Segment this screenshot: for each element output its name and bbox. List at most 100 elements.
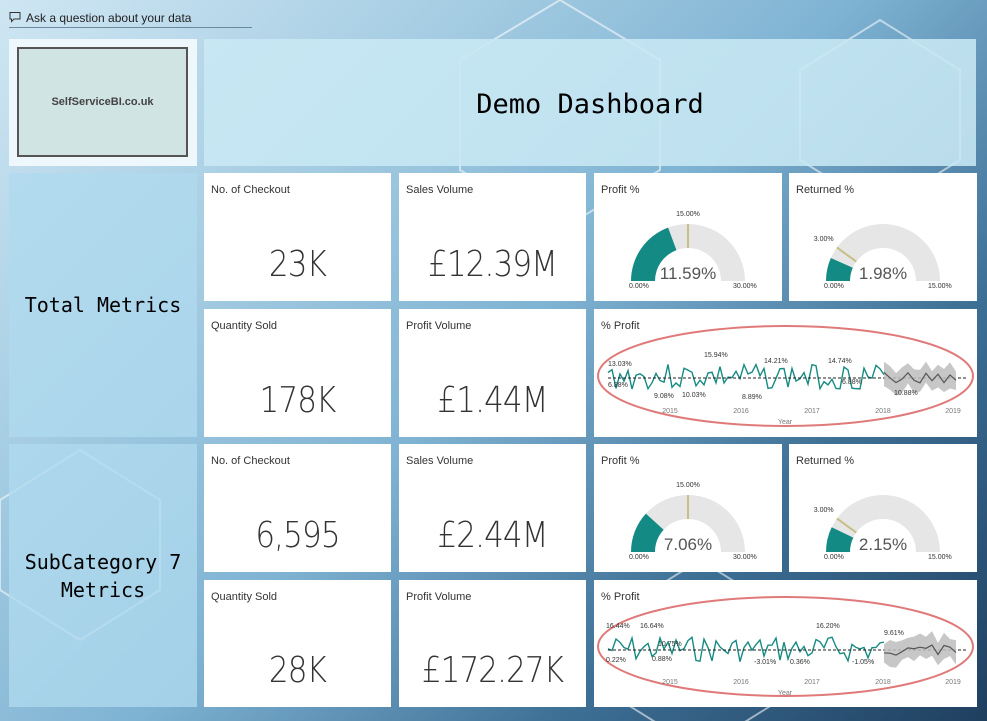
forecast-line bbox=[883, 371, 957, 384]
trend-svg: 16.44% 0.22% 16.64% 0.88% 10.75% -3.01% 0.36% 1… bbox=[597, 596, 974, 697]
row-label-subcategory-7-metrics: SubCategory 7 Metrics bbox=[9, 444, 197, 707]
page-title: Demo Dashboard bbox=[476, 89, 704, 120]
trend-point-label: -3.01% bbox=[754, 659, 776, 666]
card-value: 6,595 bbox=[255, 515, 340, 556]
trend-point-label: 10.88% bbox=[894, 390, 918, 397]
logo-tile[interactable]: SelfServiceBI.co.uk bbox=[9, 39, 197, 166]
card-title: No. of Checkout bbox=[211, 455, 290, 467]
gauge-fill bbox=[631, 227, 677, 281]
gauge-max-label: 15.00% bbox=[928, 554, 952, 561]
card-title: Profit Volume bbox=[406, 320, 472, 332]
gauge-target-marker bbox=[836, 246, 857, 263]
logo-text: SelfServiceBI.co.uk bbox=[51, 96, 154, 108]
section-label: Total Metrics bbox=[24, 293, 182, 317]
trend-point-label: 16.44% bbox=[606, 623, 630, 630]
gauge-max-label: 15.00% bbox=[928, 283, 952, 290]
returned-percent-gauge[interactable]: Returned % 3.00% 0.00% 15.00% 2.15% bbox=[789, 444, 977, 572]
card-value: 23K bbox=[268, 244, 327, 285]
gauge-value: 2.15% bbox=[859, 535, 907, 554]
sales-volume-card[interactable]: Sales Volume £12.39M bbox=[399, 173, 586, 301]
x-tick-label: 2018 bbox=[875, 408, 891, 415]
trend-point-label: 0.22% bbox=[606, 657, 626, 664]
x-axis-title: Year bbox=[778, 419, 793, 426]
quantity-sold-card[interactable]: Quantity Sold 178K bbox=[204, 309, 391, 437]
gauge-min-label: 0.00% bbox=[824, 283, 844, 290]
x-tick-label: 2019 bbox=[945, 679, 961, 686]
gauge-track bbox=[826, 495, 940, 552]
gauge-title: Returned % bbox=[796, 455, 855, 467]
quantity-sold-card[interactable]: Quantity Sold 28K bbox=[204, 580, 391, 707]
x-tick-label: 2018 bbox=[875, 679, 891, 686]
forecast-line bbox=[883, 644, 957, 656]
x-tick-label: 2016 bbox=[733, 679, 749, 686]
gauge-value: 7.06% bbox=[664, 535, 712, 554]
sales-volume-card[interactable]: Sales Volume £2.44M bbox=[399, 444, 586, 572]
trend-point-label: 14.74% bbox=[828, 358, 852, 365]
x-tick-label: 2016 bbox=[733, 408, 749, 415]
trend-point-label: 6.88% bbox=[842, 379, 862, 386]
x-tick-label: 2017 bbox=[804, 679, 820, 686]
card-value: 28K bbox=[268, 650, 327, 691]
card-value: £2.44M bbox=[437, 515, 548, 556]
card-title: Quantity Sold bbox=[211, 320, 278, 332]
trend-point-label: 6.88% bbox=[608, 382, 628, 389]
trend-point-label: 16.20% bbox=[816, 623, 840, 630]
trend-point-label: 14.21% bbox=[764, 358, 788, 365]
gauge-min-label: 0.00% bbox=[629, 283, 649, 290]
card-title: Profit Volume bbox=[406, 591, 472, 603]
profit-volume-card[interactable]: Profit Volume £1.44M bbox=[399, 309, 586, 437]
profit-volume-card[interactable]: Profit Volume £172.27K bbox=[399, 580, 586, 707]
trend-point-label: 10.03% bbox=[682, 392, 706, 399]
checkout-card[interactable]: No. of Checkout 6,595 bbox=[204, 444, 391, 572]
row-label-total-metrics: Total Metrics bbox=[9, 173, 197, 437]
trend-title: % Profit bbox=[601, 320, 640, 332]
trend-point-label: 9.08% bbox=[654, 393, 674, 400]
gauge-value: 1.98% bbox=[859, 264, 907, 283]
dashboard-title-tile[interactable]: Demo Dashboard bbox=[204, 39, 976, 166]
gauge-track bbox=[826, 224, 940, 281]
forecast-band bbox=[884, 361, 956, 396]
highlight-ring bbox=[597, 325, 974, 427]
card-value: £1.44M bbox=[437, 380, 548, 421]
logo: SelfServiceBI.co.uk bbox=[17, 47, 188, 157]
gauge-svg: 3.00% 0.00% 15.00% 1.98% bbox=[814, 224, 952, 290]
trend-point-label: 0.36% bbox=[790, 659, 810, 666]
qa-search-bar[interactable]: Ask a question about your data bbox=[9, 9, 252, 28]
gauge-fill bbox=[826, 527, 854, 552]
gauge-target-label: 3.00% bbox=[814, 236, 834, 243]
trend-point-label: 8.89% bbox=[742, 394, 762, 401]
checkout-card[interactable]: No. of Checkout 23K bbox=[204, 173, 391, 301]
trend-point-label: 0.88% bbox=[652, 656, 672, 663]
x-tick-label: 2019 bbox=[945, 408, 961, 415]
card-title: Sales Volume bbox=[406, 455, 474, 467]
card-value: 178K bbox=[259, 380, 337, 421]
card-title: Sales Volume bbox=[406, 184, 474, 196]
trend-point-label: 15.94% bbox=[704, 352, 728, 359]
highlight-ring bbox=[597, 596, 974, 697]
section-label: SubCategory 7 Metrics bbox=[24, 549, 182, 602]
gauge-svg: 15.00% 0.00% 30.00% 11.59% bbox=[629, 211, 757, 290]
profit-percent-gauge[interactable]: Profit % 15.00% 0.00% 30.00% 7.06% bbox=[594, 444, 782, 572]
card-title: Quantity Sold bbox=[211, 591, 278, 603]
trend-point-label: 10.75% bbox=[658, 641, 682, 648]
profit-percent-gauge[interactable]: Profit % 15.00% 0.00% 30.00% 11.59% bbox=[594, 173, 782, 301]
profit-trend-chart[interactable]: % Profit 16.44% 0.22% 16.64% 0.88% 10.75% -3.… bbox=[594, 580, 977, 707]
gauge-fill bbox=[631, 513, 664, 552]
trend-point-label: 16.64% bbox=[640, 623, 664, 630]
gauge-min-label: 0.00% bbox=[629, 554, 649, 561]
gauge-target-marker bbox=[836, 517, 857, 534]
x-axis-title: Year bbox=[778, 690, 793, 697]
trend-line bbox=[607, 635, 885, 663]
gauge-target-label: 3.00% bbox=[814, 507, 834, 514]
trend-point-label: -1.05% bbox=[852, 659, 874, 666]
gauge-title: Profit % bbox=[601, 184, 640, 196]
gauge-fill bbox=[826, 258, 853, 281]
gauge-title: Profit % bbox=[601, 455, 640, 467]
gauge-max-label: 30.00% bbox=[733, 283, 757, 290]
card-title: No. of Checkout bbox=[211, 184, 290, 196]
profit-trend-chart[interactable]: % Profit 13.03% 6.88% 9.08% 10.03% 15.94% 8.8… bbox=[594, 309, 977, 437]
trend-svg: 13.03% 6.88% 9.08% 10.03% 15.94% 8.89% 14.21% 1… bbox=[597, 325, 974, 427]
trend-point-label: 9.61% bbox=[884, 630, 904, 637]
card-value: £172.27K bbox=[421, 650, 564, 691]
returned-percent-gauge[interactable]: Returned % 3.00% 0.00% 15.00% 1.98% bbox=[789, 173, 977, 301]
